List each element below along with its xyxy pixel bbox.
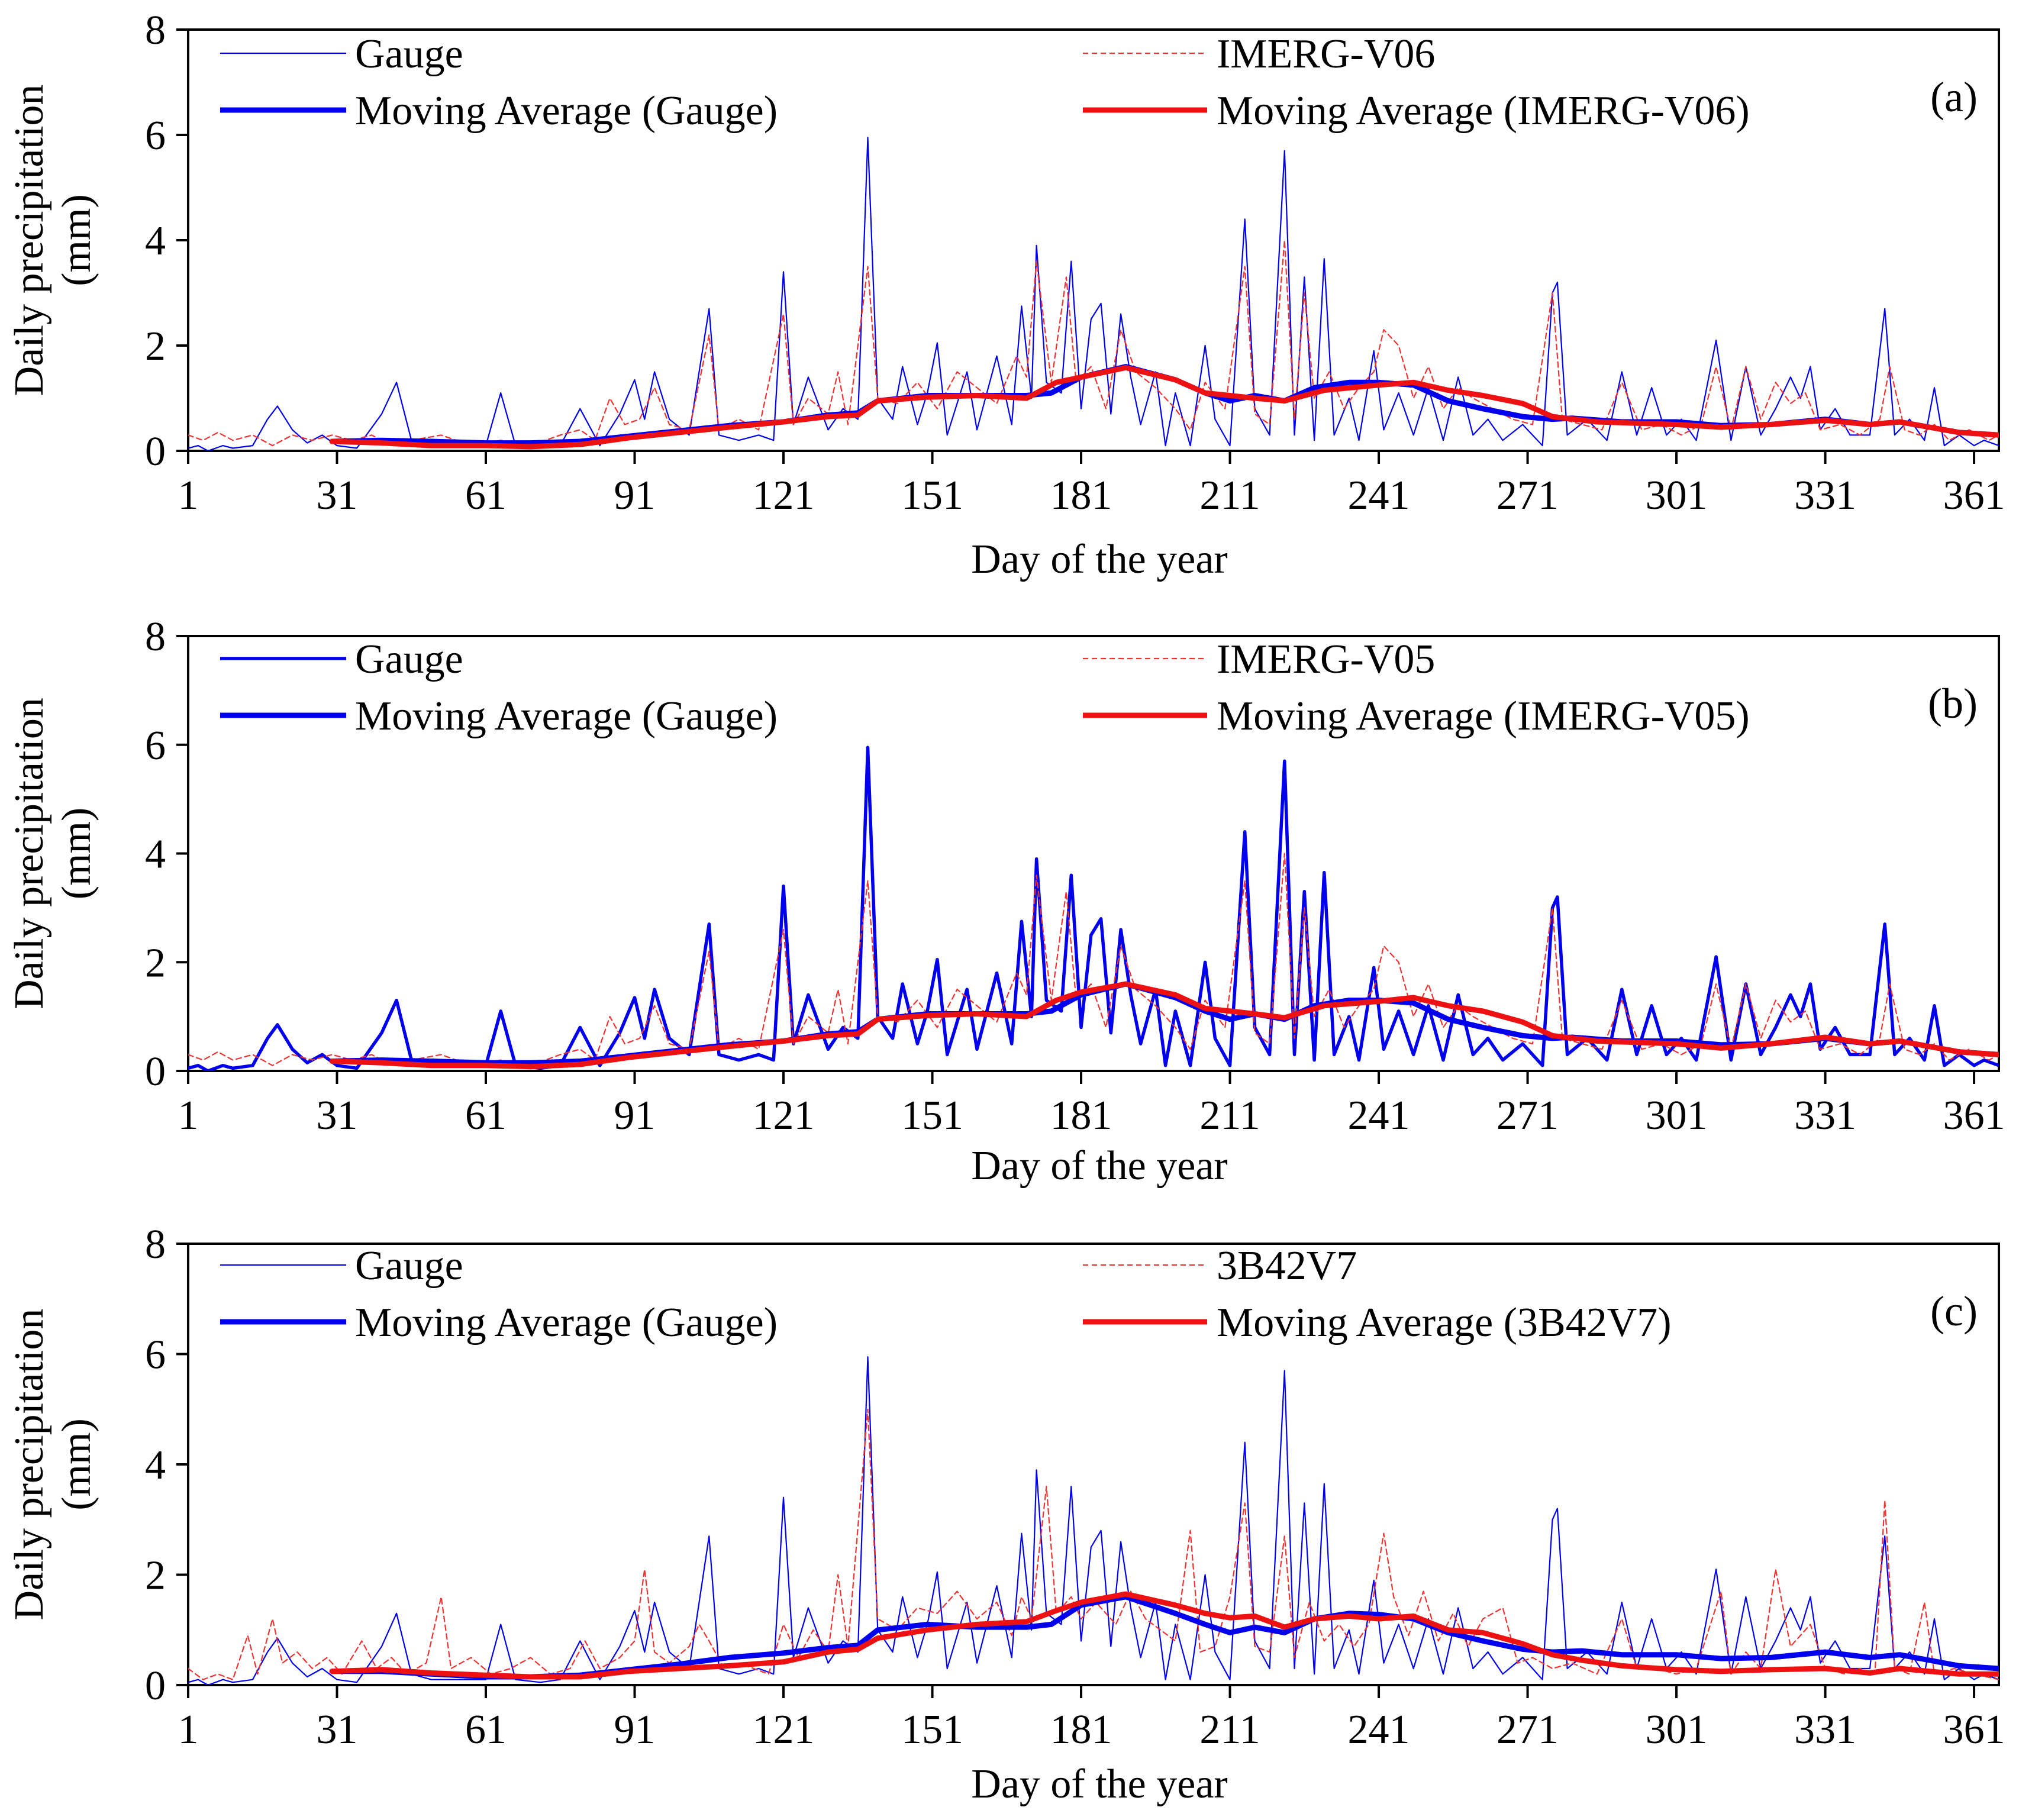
x-tick-label: 121 [753, 473, 815, 518]
x-tick-label: 31 [317, 1093, 358, 1138]
x-axis-title: Day of the year [971, 537, 1227, 582]
x-tick-label: 151 [901, 1707, 963, 1753]
y-axis-title-line: (mm) [54, 808, 99, 900]
x-tick-label: 331 [1794, 473, 1856, 518]
x-tick-label: 1 [178, 1093, 199, 1138]
x-tick-label: 241 [1348, 473, 1410, 518]
x-tick-label: 271 [1496, 1093, 1559, 1138]
x-tick-label: 31 [317, 473, 358, 518]
x-tick-label: 181 [1050, 1707, 1112, 1753]
panel-label: (c) [1930, 1287, 1978, 1335]
y-axis-title-line: Daily precipitation [7, 698, 52, 1009]
x-tick-label: 1 [178, 1707, 199, 1753]
legend-label: IMERG-V06 [1217, 31, 1435, 77]
y-tick-label: 2 [145, 940, 166, 986]
x-axis-title: Day of the year [971, 1761, 1227, 1807]
panel-label: (a) [1930, 73, 1978, 121]
x-tick-label: 91 [614, 473, 656, 518]
series-group [188, 1356, 1999, 1685]
x-tick-label: 241 [1348, 1093, 1410, 1138]
legend-label: 3B42V7 [1217, 1243, 1357, 1289]
x-tick-label: 271 [1496, 1707, 1559, 1753]
y-tick-label: 2 [145, 1553, 166, 1599]
x-tick-label: 301 [1646, 1093, 1708, 1138]
series-group [188, 746, 1999, 1071]
x-tick-label: 181 [1050, 1093, 1112, 1138]
x-tick-label: 1 [178, 473, 199, 518]
y-tick-label: 6 [145, 113, 166, 159]
x-tick-label: 331 [1794, 1093, 1856, 1138]
x-tick-label: 151 [901, 473, 963, 518]
series-line-moving-average-3b42v7 [329, 1591, 1999, 1680]
x-tick-label: 91 [614, 1093, 656, 1138]
x-tick-label: 331 [1794, 1707, 1856, 1753]
x-axis-title: Day of the year [971, 1143, 1227, 1189]
legend-label: Gauge [355, 1243, 463, 1289]
x-tick-label: 211 [1199, 473, 1260, 518]
y-tick-label: 6 [145, 723, 166, 769]
x-tick-label: 121 [753, 1093, 815, 1138]
chart-panel-3: 1 31 61 91 121 151 181 211 241 271 301 331 361 0 2 4 6 8 D… [7, 1222, 2005, 1807]
y-tick-label: 4 [145, 832, 166, 877]
chart-panel-2: 1 31 61 91 121 151 181 211 241 271 301 331 361 0 2 4 6 8 D… [7, 614, 2005, 1189]
x-tick-label: 241 [1348, 1707, 1410, 1753]
y-tick-label: 2 [145, 324, 166, 369]
y-axis-title-line: (mm) [54, 194, 99, 286]
panel-label: (b) [1928, 680, 1978, 727]
legend-label: Moving Average (IMERG-V06) [1217, 88, 1750, 134]
legend-label: IMERG-V05 [1217, 637, 1435, 682]
series-line-moving-average-imerg-v06 [329, 364, 1999, 450]
y-tick-label: 8 [145, 8, 166, 53]
series-group [188, 137, 1999, 451]
series-line-moving-average-gauge [329, 1594, 1999, 1680]
y-tick-label: 4 [145, 1443, 166, 1488]
x-tick-label: 151 [901, 1093, 963, 1138]
x-tick-label: 271 [1496, 473, 1559, 518]
legend-label: Moving Average (Gauge) [355, 1300, 778, 1345]
y-tick-label: 8 [145, 614, 166, 660]
x-tick-label: 211 [1199, 1707, 1260, 1753]
x-tick-label: 301 [1646, 473, 1708, 518]
x-tick-label: 301 [1646, 1707, 1708, 1753]
legend-label: Gauge [355, 31, 463, 77]
x-tick-label: 361 [1943, 1093, 2005, 1138]
series-line-imerg-v05 [188, 853, 1999, 1066]
y-tick-label: 8 [145, 1222, 166, 1267]
y-axis-title-line: (mm) [54, 1418, 99, 1511]
x-tick-label: 211 [1199, 1093, 1260, 1138]
x-tick-label: 181 [1050, 473, 1112, 518]
x-tick-label: 61 [465, 1093, 507, 1138]
legend-label: Moving Average (Gauge) [355, 88, 778, 134]
series-line-moving-average-imerg-v05 [329, 981, 1999, 1070]
chart-panels: 1 31 61 91 121 151 181 211 241 271 301 331 36102468D… [7, 8, 2005, 1807]
legend-label: Moving Average (Gauge) [355, 693, 778, 739]
y-tick-label: 6 [145, 1332, 166, 1378]
chart-panel-1: 1 31 61 91 121 151 181 211 241 271 301 331 361 0 2 4 6 8 D… [7, 8, 2005, 582]
legend-label: Moving Average (3B42V7) [1217, 1300, 1672, 1345]
y-axis-title-line: Daily precipitation [7, 85, 52, 396]
legend-label: Gauge [355, 637, 463, 682]
y-tick-label: 0 [145, 1663, 166, 1709]
y-tick-label: 4 [145, 218, 166, 264]
x-tick-label: 121 [753, 1707, 815, 1753]
x-tick-label: 91 [614, 1707, 656, 1753]
series-line-imerg-v06 [188, 239, 1999, 447]
y-tick-label: 0 [145, 429, 166, 475]
x-tick-label: 61 [465, 473, 507, 518]
series-line-gauge [188, 1356, 1999, 1685]
y-axis-title-line: Daily precipitation [7, 1309, 52, 1621]
x-tick-label: 361 [1943, 1707, 2005, 1753]
x-tick-label: 61 [465, 1707, 507, 1753]
legend-label: Moving Average (IMERG-V05) [1217, 693, 1750, 739]
y-tick-label: 0 [145, 1049, 166, 1095]
x-tick-label: 361 [1943, 473, 2005, 518]
x-tick-label: 31 [317, 1707, 358, 1753]
